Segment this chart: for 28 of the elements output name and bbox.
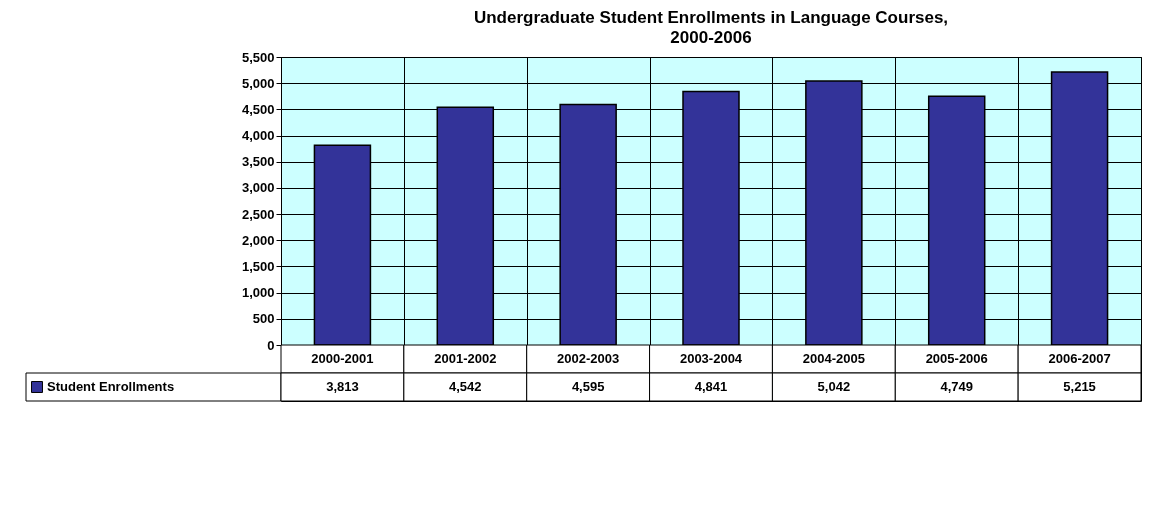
y-tick-label: 3,000 [241, 180, 275, 196]
y-tick-label: 3,500 [241, 154, 275, 170]
x-tick-label: 2001-2002 [434, 351, 497, 366]
y-tick-label: 500 [252, 311, 275, 327]
y-tick-label: 5,500 [241, 49, 275, 65]
data-label: 4,749 [940, 379, 973, 394]
y-tick-label: 5,000 [241, 75, 275, 91]
x-tick-label: 2006-2007 [1048, 351, 1111, 366]
data-label: 4,542 [449, 379, 482, 394]
x-tick-label: 2005-2006 [925, 351, 988, 366]
y-tick-label: 1,500 [241, 258, 275, 274]
y-tick-label: 4,500 [241, 101, 275, 117]
chart-title: Undergraduate Student Enrollments in Language Courses, 2000-2006 [473, 8, 949, 47]
y-tick-label: 2,500 [241, 206, 275, 222]
legend-label: Student Enrollments [47, 379, 175, 394]
data-label: 5,042 [817, 379, 851, 394]
y-tick-label: 1,000 [241, 285, 275, 301]
data-label: 3,813 [326, 379, 359, 394]
data-label: 5,215 [1063, 379, 1096, 394]
y-tick-label: 2,000 [241, 232, 275, 248]
x-tick-label: 2003-2004 [679, 351, 743, 366]
y-tick-label: 0 [267, 337, 275, 353]
x-tick-label: 2000-2001 [311, 351, 374, 366]
x-tick-label: 2004-2005 [802, 351, 865, 366]
data-label: 4,595 [571, 379, 605, 394]
y-tick-label: 4,000 [241, 128, 275, 144]
data-label: 4,841 [694, 379, 728, 394]
x-tick-label: 2002-2003 [557, 351, 620, 366]
